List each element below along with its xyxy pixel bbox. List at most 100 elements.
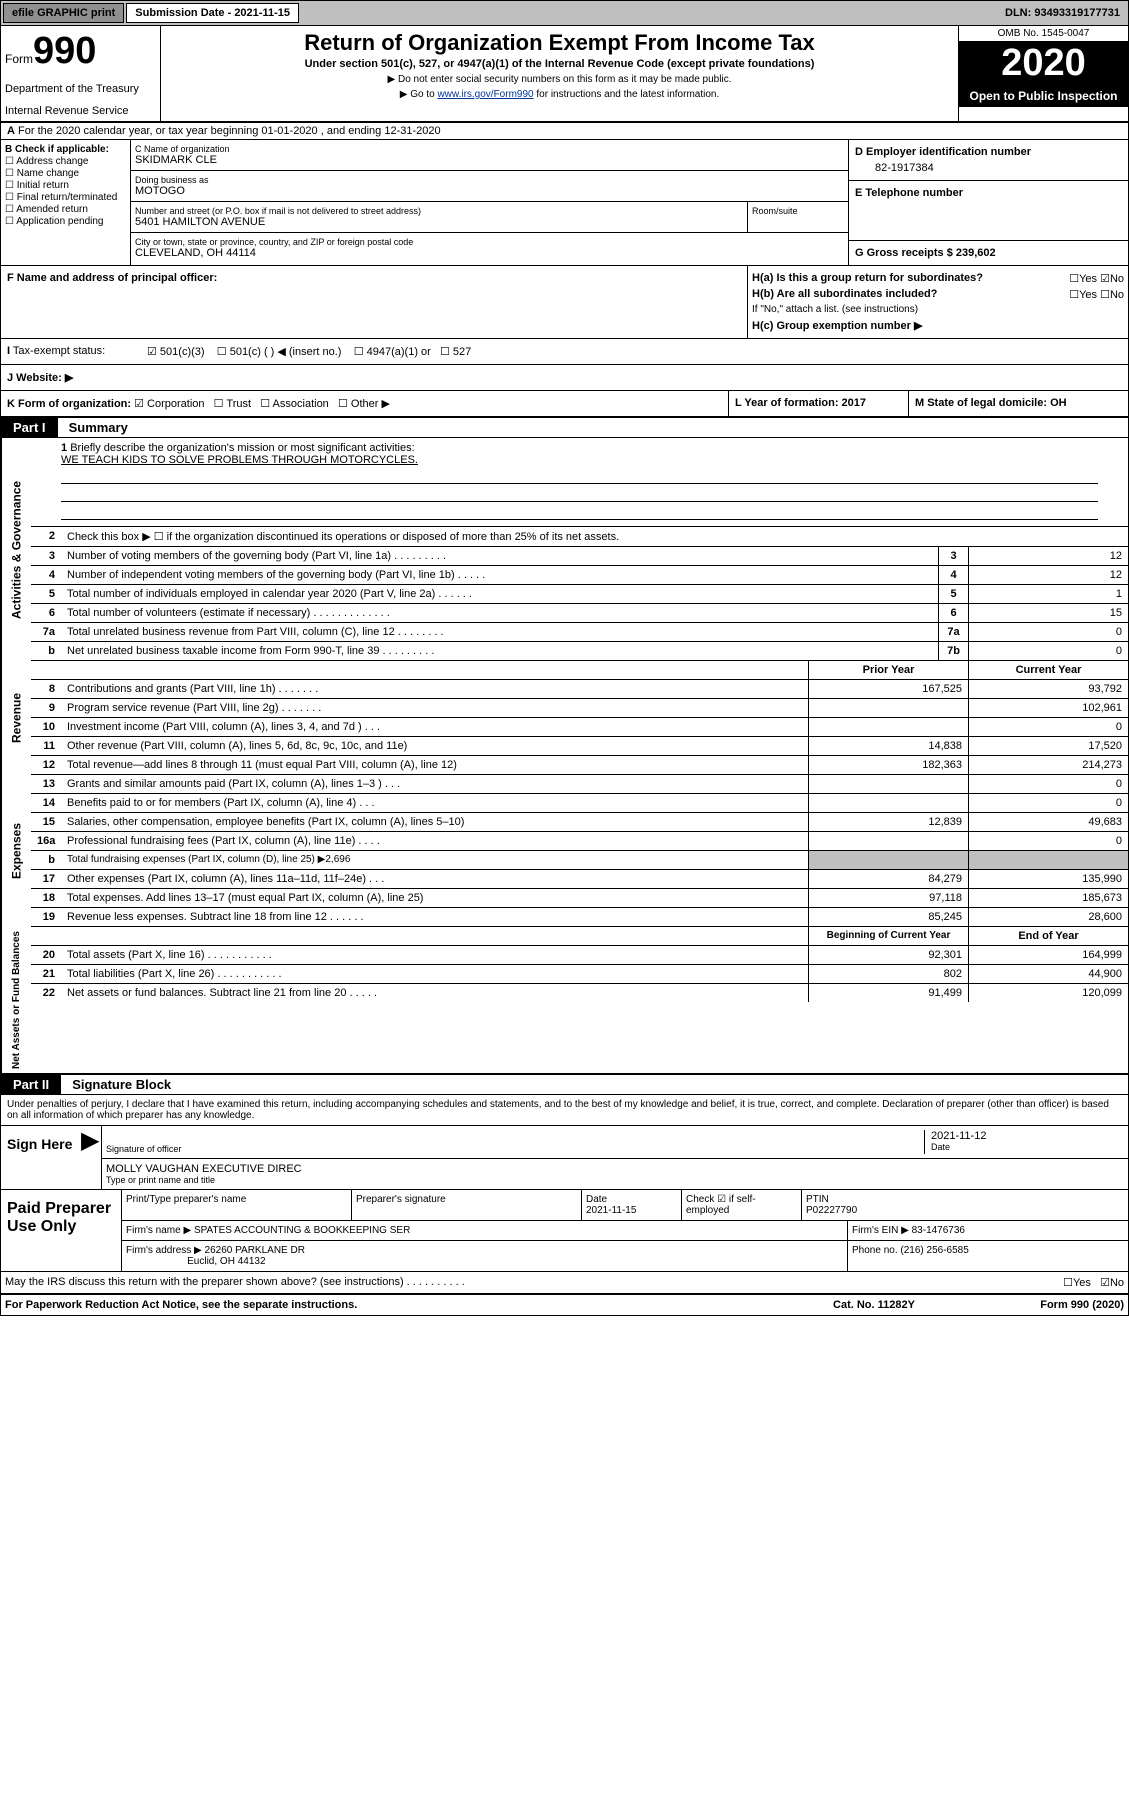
sig-officer-label: Signature of officer	[106, 1130, 924, 1154]
row-5: 5Total number of individuals employed in…	[31, 585, 1128, 604]
dba-name: MOTOGO	[135, 185, 844, 197]
street-label: Number and street (or P.O. box if mail i…	[135, 206, 743, 216]
subtitle-2: ▶ Do not enter social security numbers o…	[165, 74, 954, 85]
sig-date-label: Date	[931, 1142, 1124, 1152]
box-f: F Name and address of principal officer:	[1, 266, 748, 338]
goto-post: for instructions and the latest informat…	[534, 89, 720, 100]
cb-final-return[interactable]: ☐ Final return/terminated	[5, 192, 126, 203]
opt-527[interactable]: 527	[453, 346, 471, 358]
discuss-answer: ☐Yes ☑No	[1063, 1276, 1124, 1289]
row-19: 19Revenue less expenses. Subtract line 1…	[31, 908, 1128, 927]
row-i: I Tax-exempt status: ☑ 501(c)(3) ☐ 501(c…	[1, 339, 1128, 365]
revenue-section: Revenue Prior YearCurrent Year 8Contribu…	[1, 661, 1128, 775]
netassets-header: Beginning of Current YearEnd of Year	[31, 927, 1128, 946]
state-domicile: M State of legal domicile: OH	[908, 391, 1128, 416]
row-16b: bTotal fundraising expenses (Part IX, co…	[31, 851, 1128, 870]
row-6: 6Total number of volunteers (estimate if…	[31, 604, 1128, 623]
paid-preparer-label: Paid Preparer Use Only	[1, 1190, 121, 1271]
form-word: Form	[5, 52, 33, 66]
part2-tag: Part II	[1, 1075, 61, 1094]
principal-officer-label: F Name and address of principal officer:	[7, 272, 217, 284]
opt-501c3[interactable]: 501(c)(3)	[160, 346, 205, 358]
box-d: D Employer identification number 82-1917…	[848, 140, 1128, 265]
form-ref: Form 990 (2020)	[974, 1299, 1124, 1311]
netassets-section: Net Assets or Fund Balances Beginning of…	[1, 927, 1128, 1075]
firm-phone: (216) 256-6585	[900, 1245, 968, 1256]
org-other[interactable]: Other ▶	[351, 398, 390, 410]
sign-here-label: Sign Here	[1, 1126, 81, 1189]
prep-row-2: Firm's name ▶ SPATES ACCOUNTING & BOOKKE…	[122, 1221, 1128, 1241]
city-row: City or town, state or province, country…	[131, 233, 848, 263]
tax-year: 2020	[959, 42, 1128, 85]
row-22: 22Net assets or fund balances. Subtract …	[31, 984, 1128, 1002]
org-trust[interactable]: Trust	[226, 398, 251, 410]
efile-print-button[interactable]: efile GRAPHIC print	[3, 3, 124, 23]
part1-header: Part I Summary	[1, 418, 1128, 438]
paperwork-notice: For Paperwork Reduction Act Notice, see …	[5, 1299, 774, 1311]
firm-addr-label: Firm's address ▶	[126, 1245, 202, 1256]
hb-line: H(b) Are all subordinates included? ☐Yes…	[752, 286, 1124, 302]
row-fh: F Name and address of principal officer:…	[1, 266, 1128, 339]
row-7b: bNet unrelated business taxable income f…	[31, 642, 1128, 661]
part1-tag: Part I	[1, 418, 58, 437]
firm-ein-label: Firm's EIN ▶	[852, 1225, 909, 1236]
mission-block: 1 Briefly describe the organization's mi…	[31, 438, 1128, 527]
row-k: K Form of organization: ☑ Corporation ☐ …	[1, 391, 1128, 418]
box-h: H(a) Is this a group return for subordin…	[748, 266, 1128, 338]
cb-address-change[interactable]: ☐ Address change	[5, 156, 126, 167]
row-j: J Website: ▶	[1, 365, 1128, 391]
row-10: 10Investment income (Part VIII, column (…	[31, 718, 1128, 737]
firm-name-label: Firm's name ▶	[126, 1225, 191, 1236]
opt-501c[interactable]: 501(c) ( ) ◀ (insert no.)	[230, 346, 342, 358]
row-3: 3Number of voting members of the governi…	[31, 547, 1128, 566]
submission-date: Submission Date - 2021-11-15	[126, 3, 299, 23]
side-revenue: Revenue	[1, 661, 31, 775]
perjury-declaration: Under penalties of perjury, I declare th…	[1, 1095, 1128, 1125]
box-b-title: B Check if applicable:	[5, 144, 109, 155]
activities-governance-section: Activities & Governance 1 Briefly descri…	[1, 438, 1128, 661]
sig-date: 2021-11-12	[931, 1130, 1124, 1142]
side-expenses: Expenses	[1, 775, 31, 927]
mission-text: WE TEACH KIDS TO SOLVE PROBLEMS THROUGH …	[61, 454, 1098, 466]
tax-status-options: ☑ 501(c)(3) ☐ 501(c) ( ) ◀ (insert no.) …	[141, 339, 1128, 364]
cat-number: Cat. No. 11282Y	[774, 1299, 974, 1311]
officer-name-label: Type or print name and title	[106, 1175, 1124, 1185]
goto-pre: ▶ Go to	[400, 89, 438, 100]
row-8: 8Contributions and grants (Part VIII, li…	[31, 680, 1128, 699]
cb-amended-return[interactable]: ☐ Amended return	[5, 204, 126, 215]
suite-label: Room/suite	[748, 202, 848, 232]
telephone-row: E Telephone number	[849, 181, 1128, 241]
row-11: 11Other revenue (Part VIII, column (A), …	[31, 737, 1128, 756]
dba-row: Doing business as MOTOGO	[131, 171, 848, 202]
prep-sig-label: Preparer's signature	[352, 1190, 582, 1220]
row-9: 9Program service revenue (Part VIII, lin…	[31, 699, 1128, 718]
org-name: SKIDMARK CLE	[135, 154, 844, 166]
org-corporation[interactable]: Corporation	[147, 398, 204, 410]
opt-4947[interactable]: 4947(a)(1) or	[367, 346, 431, 358]
row-4: 4Number of independent voting members of…	[31, 566, 1128, 585]
firm-name: SPATES ACCOUNTING & BOOKKEEPING SER	[194, 1225, 410, 1236]
footer-final: For Paperwork Reduction Act Notice, see …	[1, 1293, 1128, 1315]
cb-initial-return[interactable]: ☐ Initial return	[5, 180, 126, 191]
irs-link[interactable]: www.irs.gov/Form990	[437, 89, 533, 100]
dba-label: Doing business as	[135, 175, 844, 185]
row-12: 12Total revenue—add lines 8 through 11 (…	[31, 756, 1128, 775]
prep-self-employed: Check ☑ if self-employed	[682, 1190, 802, 1220]
part2-title: Signature Block	[64, 1077, 171, 1092]
gross-receipts: G Gross receipts $ 239,602	[849, 241, 1128, 265]
telephone-label: E Telephone number	[855, 187, 963, 199]
open-inspection: Open to Public Inspection	[959, 85, 1128, 107]
form-title: Return of Organization Exempt From Incom…	[165, 30, 954, 56]
form-of-org: K Form of organization: ☑ Corporation ☐ …	[1, 391, 728, 416]
form-header: Form990 Department of the Treasury Inter…	[1, 26, 1128, 123]
cb-name-change[interactable]: ☐ Name change	[5, 168, 126, 179]
irs-discuss-row: May the IRS discuss this return with the…	[1, 1271, 1128, 1293]
prep-date: 2021-11-15	[586, 1205, 636, 1216]
ein-row: D Employer identification number 82-1917…	[849, 140, 1128, 181]
cb-application-pending[interactable]: ☐ Application pending	[5, 216, 126, 227]
q1-label: Briefly describe the organization's miss…	[70, 442, 414, 454]
discuss-text: May the IRS discuss this return with the…	[5, 1276, 1063, 1289]
officer-name: MOLLY VAUGHAN EXECUTIVE DIREC	[106, 1163, 1124, 1175]
box-b: B Check if applicable: ☐ Address change …	[1, 140, 131, 265]
org-association[interactable]: Association	[273, 398, 329, 410]
